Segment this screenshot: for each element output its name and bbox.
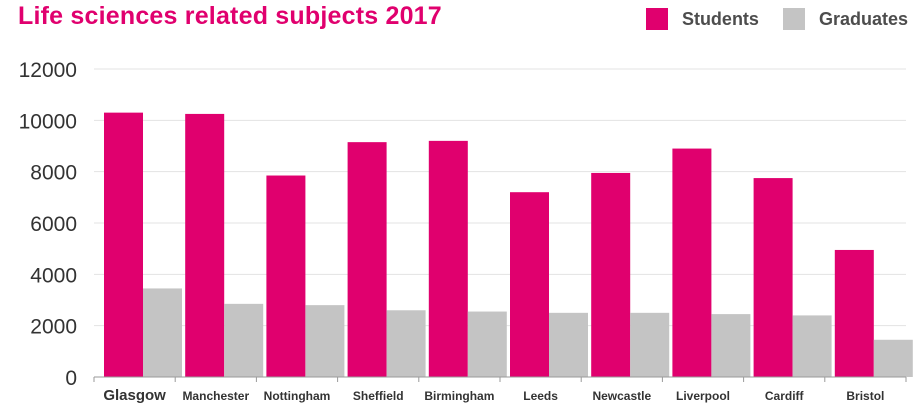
bar-students-glasgow xyxy=(104,112,143,377)
bar-students-cardiff xyxy=(753,178,793,377)
y-tick-label-12000: 12000 xyxy=(19,59,77,82)
bar-graduates-bristol xyxy=(873,339,913,377)
y-tick-label-8000: 8000 xyxy=(30,162,77,185)
bar-students-sheffield xyxy=(347,142,387,377)
legend-label-students: Students xyxy=(681,8,759,29)
x-tick-label-newcastle: Newcastle xyxy=(592,389,651,403)
x-tick-label-cardiff: Cardiff xyxy=(765,389,805,403)
legend-item-students: Students xyxy=(645,8,759,30)
bar-students-bristol xyxy=(834,249,874,377)
y-axis-labels: 0 2000 4000 6000 8000 10000 12000 xyxy=(19,59,77,390)
y-tick-label-10000: 10000 xyxy=(19,110,77,133)
legend-swatch-graduates xyxy=(782,8,805,30)
bars xyxy=(104,112,913,378)
x-tick-label-birmingham: Birmingham xyxy=(424,389,494,403)
legend-item-graduates: Graduates xyxy=(782,8,908,30)
x-tick-label-bristol: Bristol xyxy=(846,389,884,403)
legend-label-graduates: Graduates xyxy=(818,8,908,29)
bar-students-leeds xyxy=(510,192,549,377)
legend: Students Graduates xyxy=(632,8,908,30)
bar-graduates-cardiff xyxy=(792,315,832,377)
y-tick-label-2000: 2000 xyxy=(30,316,77,339)
x-axis-labels: Glasgow Manchester Nottingham Sheffield Birm… xyxy=(103,387,884,403)
x-tick-label-sheffield: Sheffield xyxy=(353,389,404,403)
x-tick-label-nottingham: Nottingham xyxy=(264,389,331,403)
y-tick-label-0: 0 xyxy=(65,367,77,390)
x-tick-label-manchester: Manchester xyxy=(182,389,249,403)
x-tick-label-liverpool: Liverpool xyxy=(676,389,730,403)
y-tick-label-4000: 4000 xyxy=(30,264,77,287)
bar-students-nottingham xyxy=(266,175,306,377)
bar-graduates-leeds xyxy=(549,312,588,377)
x-tick-label-leeds: Leeds xyxy=(523,389,558,403)
bar-graduates-liverpool xyxy=(711,314,751,377)
bar-graduates-glasgow xyxy=(143,288,182,377)
bar-students-birmingham xyxy=(428,140,468,377)
x-axis xyxy=(93,376,907,382)
bar-students-newcastle xyxy=(591,172,631,377)
chart-title: Life sciences related subjects 2017 xyxy=(18,2,442,30)
bar-graduates-nottingham xyxy=(305,305,345,377)
x-tick-label-glasgow: Glasgow xyxy=(103,387,166,403)
bar-students-manchester xyxy=(185,113,225,378)
bar-graduates-birmingham xyxy=(467,311,507,377)
bar-graduates-sheffield xyxy=(386,310,426,377)
bar-graduates-manchester xyxy=(224,303,264,377)
legend-swatch-students xyxy=(645,8,668,30)
y-tick-label-6000: 6000 xyxy=(30,213,77,236)
bar-graduates-newcastle xyxy=(630,312,670,377)
bar-students-liverpool xyxy=(672,148,712,377)
